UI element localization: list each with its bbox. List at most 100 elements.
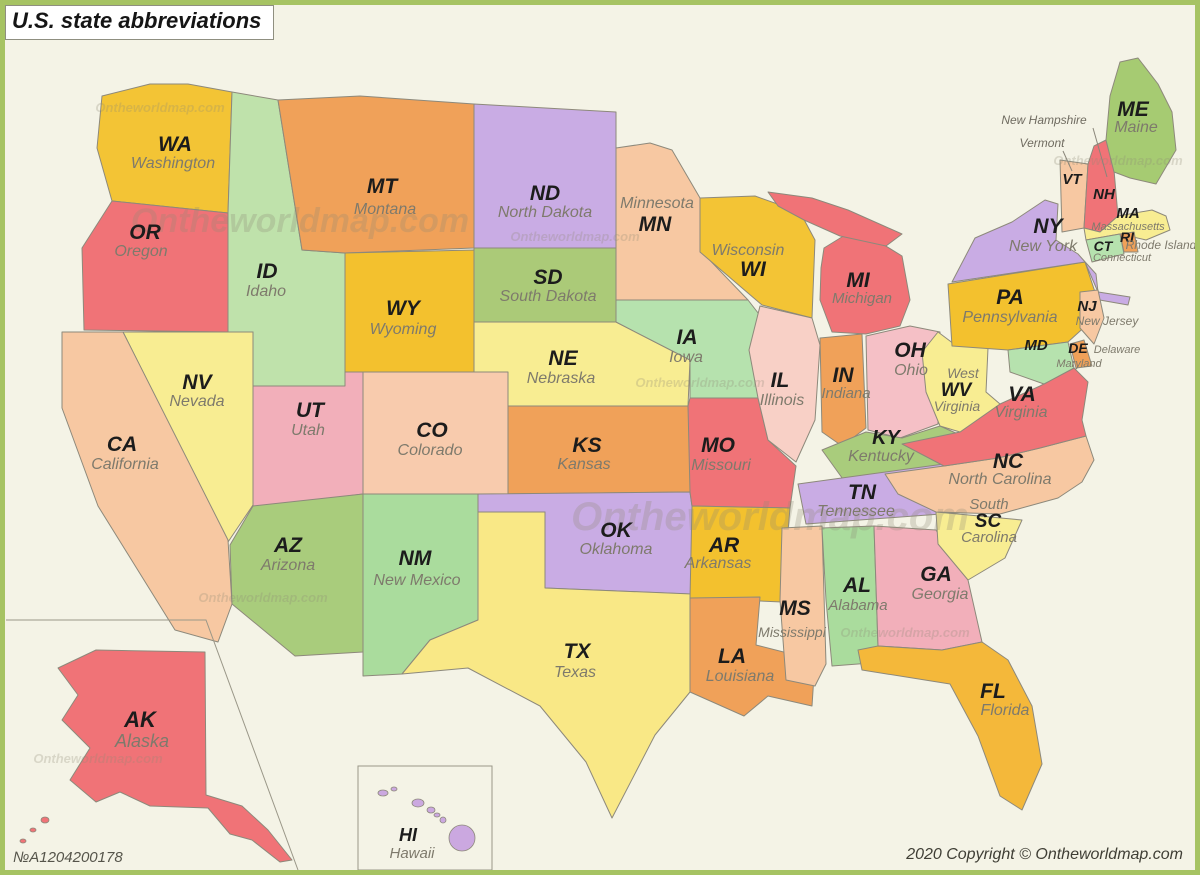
state-oh-name-label: Ohio (894, 362, 928, 379)
state-pa-name-label: Pennsylvania (962, 309, 1057, 326)
state-ms (779, 525, 827, 687)
state-md (1007, 341, 1075, 385)
state-me (1105, 57, 1177, 185)
state-nh-abbr-label: NH (1093, 186, 1116, 203)
state-ri-abbr-label: RI (1120, 229, 1135, 245)
state-ms-abbr-label: MS (779, 597, 811, 620)
state-wy-name-label: Wyoming (370, 321, 437, 338)
state-ny-name-label: New York (1009, 238, 1078, 255)
state-ne-abbr-label: NE (548, 347, 578, 370)
state-hi-island (411, 798, 425, 808)
state-nm-abbr-label: NM (399, 547, 432, 570)
state-fl-name-label: Florida (981, 702, 1030, 719)
state-ak (57, 649, 293, 863)
watermark-text: Ontheworldmap.com (571, 495, 969, 539)
state-fl-abbr-label: FL (980, 680, 1006, 703)
state-wa-name-label: Washington (131, 155, 215, 172)
state-ma-name-label: Massachusetts (1091, 221, 1165, 233)
state-al-abbr-label: AL (842, 574, 871, 597)
watermark-text: Ontheworldmap.com (33, 751, 163, 766)
state-mi-name-label: Michigan (832, 290, 892, 307)
state-mn-abbr-label: MN (639, 213, 672, 236)
state-wv-name-label: West (947, 365, 980, 381)
state-la-name-label: Louisiana (706, 668, 775, 685)
state-ia-name-label: Iowa (669, 349, 703, 366)
external-label-new-hampshire: New Hampshire (1001, 113, 1087, 127)
state-ky-name-label: Kentucky (848, 448, 915, 465)
state-ga-name-label: Georgia (912, 586, 969, 603)
state-ks-abbr-label: KS (572, 434, 601, 457)
state-wi-name-label: Wisconsin (712, 242, 785, 259)
state-or-name-label: Oregon (114, 243, 167, 260)
state-hi-island (433, 812, 441, 818)
state-hi-island (426, 806, 436, 814)
state-co-name-label: Colorado (398, 442, 463, 459)
state-ri-name-label: Rhode Island (1126, 238, 1195, 252)
state-wi (699, 195, 816, 319)
state-in-abbr-label: IN (833, 364, 855, 387)
state-me-name-label: Maine (1114, 119, 1158, 136)
state-az-abbr-label: AZ (273, 534, 303, 557)
state-sc-name-label: Carolina (961, 529, 1017, 546)
state-az (229, 493, 364, 657)
state-la (689, 596, 816, 717)
state-hi-island (377, 789, 389, 797)
state-ar-abbr-label: AR (708, 534, 740, 557)
map-title: U.S. state abbreviations (5, 5, 275, 40)
state-hi-island (390, 786, 398, 792)
state-mn-name-label: Minnesota (620, 195, 694, 212)
states-layer (19, 57, 1177, 863)
hawaii-inset-border (357, 765, 493, 870)
state-nj-abbr-label: NJ (1077, 298, 1097, 315)
state-il-abbr-label: IL (771, 369, 790, 392)
external-label-vermont: Vermont (1020, 136, 1066, 150)
state-nj-name-label: New Jersey (1076, 314, 1140, 328)
map-canvas: Ontheworldmap.com Ontheworldmap.com Onthew… (6, 57, 1195, 870)
state-il-name-label: Illinois (760, 392, 804, 409)
state-labels-layer: WAWashingtonOROregonIDIdahoMTMontanaNDNo… (91, 98, 1195, 862)
watermark-text: Ontheworldmap.com (131, 202, 469, 240)
state-al-name-label: Alabama (827, 597, 887, 614)
watermark-text: Ontheworldmap.com (1053, 153, 1183, 168)
state-ct-name-label: Connecticut (1093, 252, 1152, 264)
state-ms-name-label: Mississippi (758, 624, 827, 640)
state-ny (951, 199, 1099, 293)
state-nv-name-label: Nevada (169, 393, 224, 410)
map-serial-number: №A1204200178 (13, 849, 123, 866)
state-tn-abbr-label: TN (848, 481, 877, 504)
state-id-abbr-label: ID (257, 260, 278, 283)
state-wa-abbr-label: WA (158, 133, 192, 156)
state-ak-island (40, 816, 50, 824)
state-ne-name-label: Nebraska (527, 370, 596, 387)
state-sd-name-label: South Dakota (500, 288, 597, 305)
state-ga-abbr-label: GA (920, 563, 952, 586)
leader-lines-layer: New Hampshire Vermont (1001, 113, 1108, 178)
state-ok-abbr-label: OK (600, 519, 633, 542)
state-de-name-label: Delaware (1094, 344, 1140, 356)
state-ma-abbr-label: MA (1116, 205, 1139, 222)
leader-line (1092, 127, 1108, 178)
state-ut-name-label: Utah (291, 422, 325, 439)
state-ks-name-label: Kansas (557, 456, 610, 473)
state-oh (865, 325, 941, 439)
state-tn-name-label: Tennessee (817, 503, 895, 520)
state-hi-name-label: Hawaii (389, 845, 435, 862)
state-mi (767, 191, 903, 247)
state-ut-abbr-label: UT (296, 399, 326, 422)
state-il (748, 305, 821, 463)
copyright-notice: 2020 Copyright © Ontheworldmap.com (906, 846, 1183, 863)
watermark-text: Ontheworldmap.com (198, 590, 328, 605)
state-mi-abbr-label: MI (846, 269, 870, 292)
state-pa-abbr-label: PA (996, 286, 1024, 309)
watermark-text: Ontheworldmap.com (635, 375, 765, 390)
state-la-abbr-label: LA (718, 645, 746, 668)
state-or-abbr-label: OR (129, 221, 161, 244)
state-md-name-label: Maryland (1056, 358, 1102, 370)
state-ca-abbr-label: CA (107, 433, 137, 456)
state-nd-abbr-label: ND (530, 182, 560, 205)
state-ak-island (19, 838, 27, 844)
alaska-inset-border (6, 619, 299, 870)
state-vt-abbr-label: VT (1062, 171, 1083, 188)
state-md-abbr-label: MD (1024, 337, 1047, 354)
